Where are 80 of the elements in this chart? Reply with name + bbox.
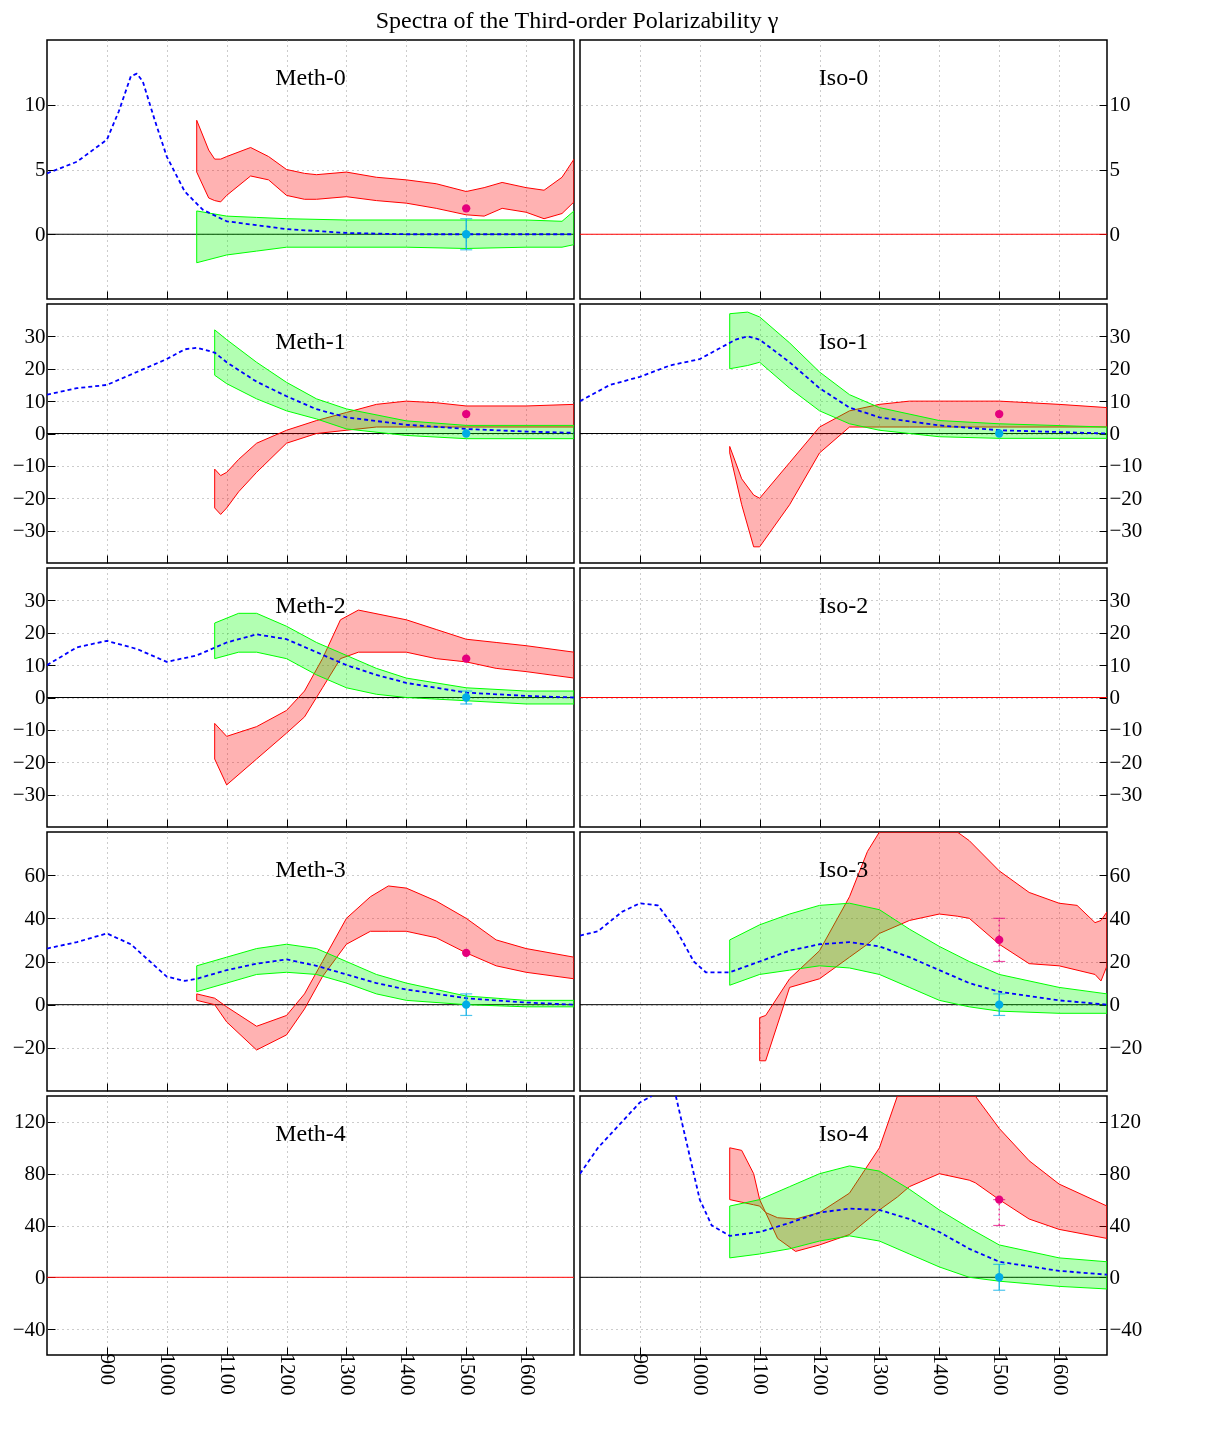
y-tick-label: 30 — [1109, 323, 1131, 348]
x-tick-label: 1200 — [276, 1353, 301, 1396]
y-tick-label: −30 — [1109, 518, 1143, 543]
y-tick-label: 20 — [24, 620, 46, 645]
y-tick-label: 30 — [1109, 587, 1131, 612]
x-tick-label: 1100 — [216, 1353, 241, 1395]
y-tick-label: 10 — [1109, 652, 1131, 677]
y-tick-label: 80 — [1109, 1161, 1131, 1186]
y-tick-label: 120 — [14, 1109, 46, 1134]
x-tick-label: 1400 — [928, 1353, 953, 1396]
x-tick-label: 1000 — [156, 1353, 181, 1396]
chart-title: Spectra of the Third-order Polarizability γ — [375, 7, 779, 34]
x-tick-label: 1400 — [395, 1353, 420, 1396]
y-tick-label: −20 — [1109, 1035, 1143, 1060]
y-tick-label: 0 — [1109, 992, 1120, 1017]
y-tick-label: 0 — [35, 421, 46, 445]
y-tick-label: 10 — [1109, 388, 1131, 413]
y-tick-label: 20 — [1109, 356, 1131, 381]
annotation: Meth-4 — [275, 1120, 346, 1146]
y-tick-label: −20 — [1109, 485, 1143, 510]
y-tick-label: 5 — [35, 157, 46, 181]
y-tick-label: 30 — [24, 587, 46, 612]
x-tick-label: 1300 — [335, 1353, 360, 1396]
x-tick-label: 900 — [629, 1353, 654, 1385]
annotation: Iso-4 — [818, 1120, 869, 1146]
y-tick-label: 0 — [1109, 685, 1120, 709]
y-tick-label: 0 — [35, 685, 46, 709]
x-tick-label: 1000 — [689, 1353, 714, 1396]
y-tick-label: 120 — [1109, 1109, 1141, 1134]
x-tick-label: 1300 — [868, 1353, 893, 1396]
y-tick-label: −20 — [12, 749, 46, 774]
y-tick-label: 10 — [24, 92, 46, 117]
annotation: Meth-1 — [275, 328, 346, 354]
annotation: Iso-0 — [818, 64, 869, 90]
y-tick-label: −40 — [1109, 1316, 1143, 1341]
y-tick-label: 40 — [1109, 1213, 1131, 1237]
y-tick-label: 0 — [1109, 1264, 1120, 1289]
y-tick-label: −10 — [1109, 453, 1143, 478]
y-tick-label: 10 — [1109, 92, 1131, 117]
y-tick-label: 30 — [24, 323, 46, 348]
y-tick-label: −40 — [12, 1316, 46, 1341]
x-tick-label: 1500 — [988, 1353, 1013, 1396]
y-tick-label: 20 — [24, 949, 46, 973]
y-tick-label: 0 — [35, 992, 46, 1017]
x-tick-label: 1100 — [749, 1353, 774, 1395]
y-tick-label: −10 — [1109, 717, 1143, 742]
y-tick-label: 0 — [35, 1264, 46, 1289]
y-tick-label: −10 — [12, 717, 46, 742]
y-tick-label: 10 — [24, 388, 46, 413]
y-tick-label: −20 — [12, 485, 46, 510]
y-tick-label: −20 — [1109, 749, 1143, 774]
y-tick-label: −10 — [12, 453, 46, 478]
x-tick-label: 900 — [96, 1353, 121, 1385]
x-tick-label: 1200 — [809, 1353, 834, 1396]
y-tick-label: 40 — [24, 905, 46, 930]
y-tick-label: −30 — [12, 518, 46, 543]
x-tick-label: 1500 — [455, 1353, 480, 1396]
annotation: Meth-0 — [275, 64, 346, 90]
y-tick-label: −30 — [1109, 782, 1143, 807]
y-tick-label: 0 — [1109, 221, 1120, 246]
y-tick-label: 80 — [24, 1161, 46, 1186]
y-tick-label: 5 — [1109, 157, 1120, 181]
y-tick-label: 40 — [24, 1213, 46, 1237]
y-tick-label: 0 — [35, 221, 46, 246]
y-tick-label: 0 — [1109, 421, 1120, 445]
y-tick-label: 60 — [1109, 862, 1131, 887]
y-tick-label: 60 — [24, 862, 46, 887]
x-tick-label: 1600 — [515, 1353, 540, 1396]
y-tick-label: −20 — [12, 1035, 46, 1060]
y-tick-label: 20 — [24, 356, 46, 381]
y-tick-label: 40 — [1109, 905, 1131, 930]
x-tick-label: 1600 — [1048, 1353, 1073, 1396]
annotation: Meth-2 — [275, 592, 346, 618]
y-tick-label: 10 — [24, 652, 46, 677]
y-tick-label: −30 — [12, 782, 46, 807]
y-tick-label: 20 — [1109, 620, 1131, 645]
annotation: Iso-1 — [818, 328, 869, 354]
annotation: Iso-2 — [818, 592, 869, 618]
y-tick-label: 20 — [1109, 949, 1131, 973]
annotation: Meth-3 — [275, 856, 346, 882]
